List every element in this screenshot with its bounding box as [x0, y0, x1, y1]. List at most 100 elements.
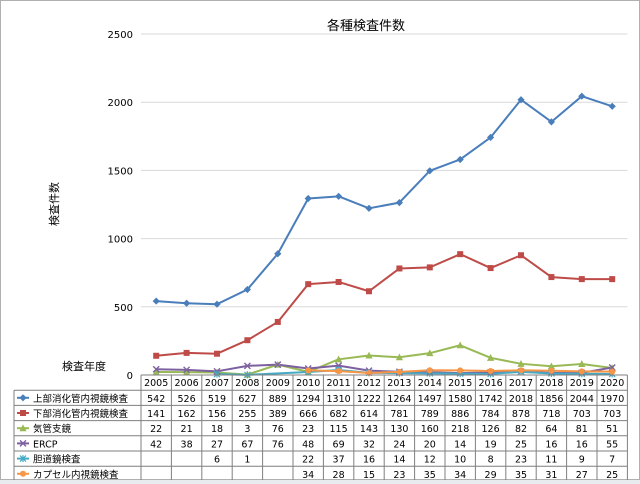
- data-label: 389: [269, 409, 287, 420]
- data-label: 1294: [296, 394, 320, 405]
- data-point: [609, 368, 616, 375]
- data-label: 886: [451, 409, 469, 420]
- y-tick-label: 500: [114, 303, 133, 314]
- data-label: 878: [512, 409, 530, 420]
- data-point: [456, 155, 464, 164]
- data-label: 31: [545, 470, 557, 480]
- x-tick-label: 2013: [387, 378, 411, 389]
- data-point: [305, 367, 312, 374]
- data-label: 35: [424, 470, 436, 480]
- data-label: 130: [390, 424, 408, 435]
- data-label: 16: [363, 455, 375, 466]
- data-point: [213, 370, 221, 378]
- data-label: 1970: [600, 394, 624, 405]
- data-point: [244, 337, 251, 344]
- x-tick-label: 2009: [266, 378, 290, 389]
- data-label: 34: [302, 470, 314, 480]
- data-label: 218: [451, 424, 469, 435]
- data-point: [243, 362, 251, 370]
- data-label: 1497: [418, 394, 442, 405]
- data-point: [609, 276, 616, 283]
- data-point: [274, 250, 282, 258]
- data-point: [335, 278, 342, 285]
- data-label: 1856: [539, 394, 563, 405]
- data-label: 42: [150, 439, 162, 450]
- data-point: [547, 118, 555, 126]
- data-label: 519: [208, 394, 226, 405]
- data-label: 76: [272, 439, 284, 450]
- data-label: 1264: [387, 394, 411, 405]
- data-point: [243, 285, 251, 294]
- x-tick-label: 2015: [448, 378, 472, 389]
- legend-label: 気管支鏡: [33, 423, 72, 435]
- data-point: [395, 198, 403, 207]
- data-point: [457, 367, 464, 374]
- data-point: [426, 349, 434, 357]
- data-label: 25: [606, 470, 618, 480]
- data-label: 627: [238, 394, 256, 405]
- data-label: 28: [333, 470, 345, 480]
- data-point: [578, 360, 586, 367]
- data-table: 2005 2006 2007 2008 2009 2010 2011 2012 2013 2014…: [13, 374, 628, 482]
- data-point: [365, 351, 373, 359]
- data-point: [457, 251, 464, 258]
- data-point: [304, 194, 312, 203]
- data-point: [152, 368, 160, 375]
- data-label: 81: [576, 424, 588, 435]
- data-label: 9: [579, 455, 585, 466]
- data-label: 1310: [327, 394, 351, 405]
- x-tick-label: 2017: [509, 378, 533, 389]
- data-label: 14: [393, 455, 405, 466]
- data-label: 255: [238, 409, 256, 420]
- data-point: [426, 167, 434, 175]
- data-point: [274, 318, 281, 325]
- data-label: 22: [150, 424, 162, 435]
- data-point: [335, 192, 343, 200]
- data-point: [518, 252, 524, 259]
- data-point: [548, 274, 555, 281]
- data-point: [608, 102, 616, 110]
- data-point: [305, 281, 312, 288]
- data-label: 7: [609, 455, 615, 466]
- data-point: [396, 265, 403, 272]
- data-point: [396, 368, 403, 375]
- data-point: [487, 265, 494, 272]
- data-label: 34: [454, 470, 466, 480]
- data-label: 55: [606, 439, 618, 450]
- data-point: [183, 349, 190, 356]
- data-point: [274, 361, 282, 369]
- data-point: [426, 367, 433, 374]
- data-point: [395, 353, 403, 361]
- data-label: 6: [214, 455, 220, 466]
- data-point: [578, 368, 585, 375]
- data-label: 23: [393, 470, 405, 480]
- data-label: 35: [515, 470, 527, 480]
- data-point: [487, 354, 495, 361]
- data-point: [152, 365, 160, 373]
- legend-label: 下部消化管内視鏡検査: [33, 408, 129, 420]
- data-label: 29: [485, 470, 497, 480]
- data-label: 1742: [479, 394, 503, 405]
- x-tick-label: 2020: [600, 378, 624, 389]
- data-label: 14: [454, 439, 466, 450]
- data-label: 682: [330, 409, 348, 420]
- data-point: [19, 394, 27, 402]
- data-label: 666: [299, 409, 317, 420]
- chart-title: 各種検査件数: [327, 18, 405, 34]
- x-tick-label: 2010: [296, 378, 320, 389]
- data-label: 718: [542, 409, 560, 420]
- data-label: 51: [606, 424, 618, 435]
- data-label: 1: [244, 455, 250, 466]
- data-point: [183, 366, 191, 374]
- x-tick-label: 2007: [205, 378, 229, 389]
- data-label: 27: [576, 470, 588, 480]
- data-point: [548, 367, 555, 374]
- data-label: 162: [178, 409, 196, 420]
- data-label: 11: [545, 455, 557, 466]
- data-label: 703: [603, 409, 621, 420]
- data-label: 3: [244, 424, 250, 435]
- data-point: [20, 470, 26, 477]
- data-label: 8: [488, 455, 494, 466]
